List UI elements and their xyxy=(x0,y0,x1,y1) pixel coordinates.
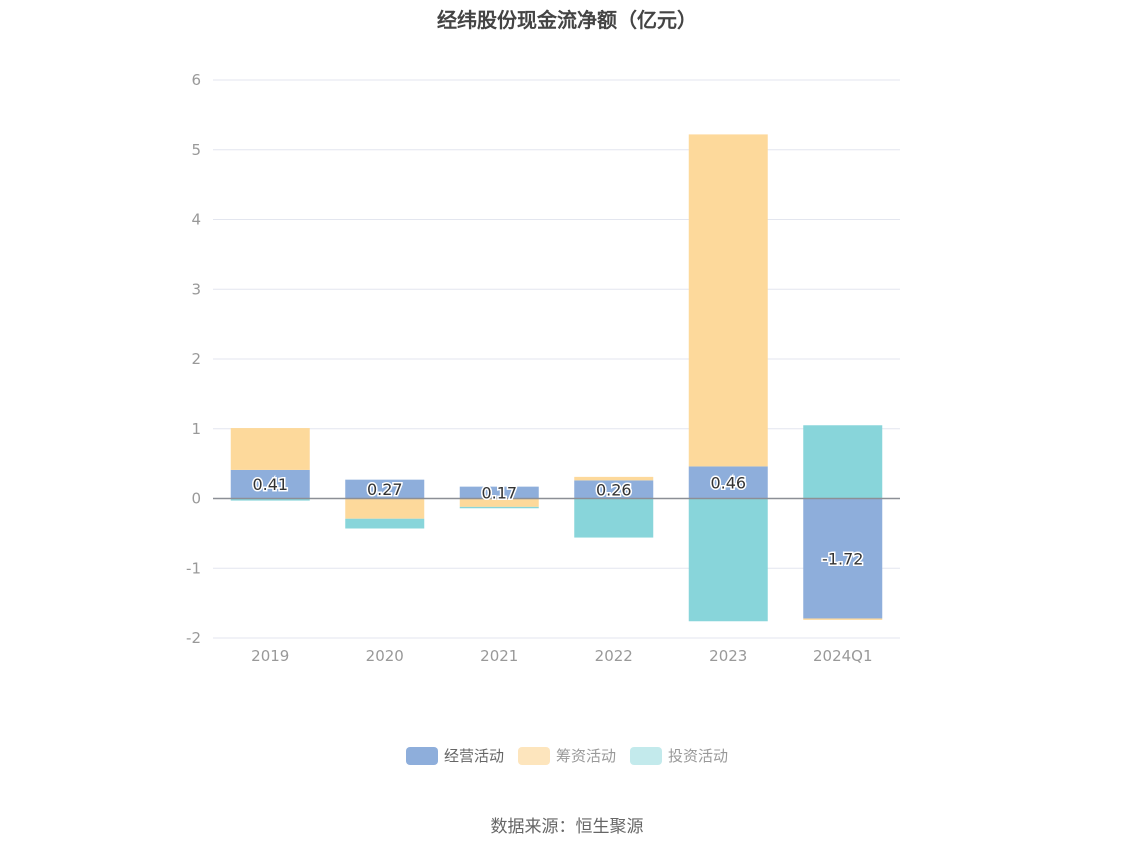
bar-segment[interactable] xyxy=(574,476,654,481)
y-tick-label: -2 xyxy=(186,629,201,647)
x-tick-label: 2023 xyxy=(709,647,747,665)
bar-segment[interactable] xyxy=(688,466,768,499)
bar-segment[interactable] xyxy=(803,618,883,620)
legend-item-financing[interactable]: 筹资活动 xyxy=(517,745,616,766)
bar-segment[interactable] xyxy=(459,486,539,499)
grid-lines xyxy=(213,79,900,639)
bar-segment[interactable] xyxy=(345,479,425,499)
y-tick-label: 2 xyxy=(191,350,201,368)
bar-segment[interactable] xyxy=(230,469,310,499)
bar-segment[interactable] xyxy=(230,428,310,470)
legend-item-operating[interactable]: 经营活动 xyxy=(405,745,504,766)
bar-segment[interactable] xyxy=(803,498,883,619)
legend-swatch-operating xyxy=(405,746,438,765)
y-tick-label: 1 xyxy=(191,420,201,438)
legend: 经营活动 筹资活动 投资活动 xyxy=(0,745,1134,766)
x-tick-label: 2019 xyxy=(251,647,289,665)
bar-segment[interactable] xyxy=(459,506,539,509)
legend-item-investing[interactable]: 投资活动 xyxy=(630,745,728,766)
x-tick-label: 2022 xyxy=(595,647,633,665)
bar-segment[interactable] xyxy=(574,480,654,499)
y-tick-label: 3 xyxy=(191,280,201,298)
bar-segment[interactable] xyxy=(688,134,768,467)
y-tick-label: 4 xyxy=(191,211,201,229)
axes: -2 -1 0 1 2 3 4 5 6 2019 2020 2021 2022 2023 2024Q1 xyxy=(186,71,900,665)
x-tick-label: 2024Q1 xyxy=(813,647,873,665)
y-tick-label: 5 xyxy=(191,141,201,159)
legend-label-operating: 经营活动 xyxy=(443,747,504,765)
bar-segment[interactable] xyxy=(459,498,539,507)
bar-segment[interactable] xyxy=(574,498,654,538)
data-label: 0.46 xyxy=(710,473,746,492)
legend-label-financing: 筹资活动 xyxy=(555,747,616,765)
chart-title: 经纬股份现金流净额（亿元） xyxy=(437,8,697,32)
x-tick-label: 2020 xyxy=(366,647,404,665)
bar-segment[interactable] xyxy=(688,498,768,622)
y-tick-label: 6 xyxy=(191,71,201,89)
data-labels: 0.41 0.27 0.17 0.26 0.46 -1.72 xyxy=(251,472,865,570)
data-label: 0.41 xyxy=(252,475,288,494)
bars xyxy=(230,134,883,622)
bar-segment[interactable] xyxy=(230,498,310,501)
legend-swatch-financing xyxy=(517,746,550,765)
source-note: 数据来源：恒生聚源 xyxy=(490,817,644,837)
data-label: -1.72 xyxy=(822,549,863,568)
y-tick-label: -1 xyxy=(186,559,201,577)
x-tick-label: 2021 xyxy=(480,647,518,665)
bar-segment[interactable] xyxy=(345,518,425,529)
legend-label-investing: 投资活动 xyxy=(668,747,729,765)
data-label: 0.26 xyxy=(596,480,632,499)
data-label: 0.27 xyxy=(367,480,403,499)
bar-segment[interactable] xyxy=(803,425,883,499)
bar-segment[interactable] xyxy=(345,498,425,519)
y-tick-label: 0 xyxy=(191,490,201,508)
legend-swatch-investing xyxy=(630,746,662,765)
data-label: 0.17 xyxy=(481,484,517,503)
